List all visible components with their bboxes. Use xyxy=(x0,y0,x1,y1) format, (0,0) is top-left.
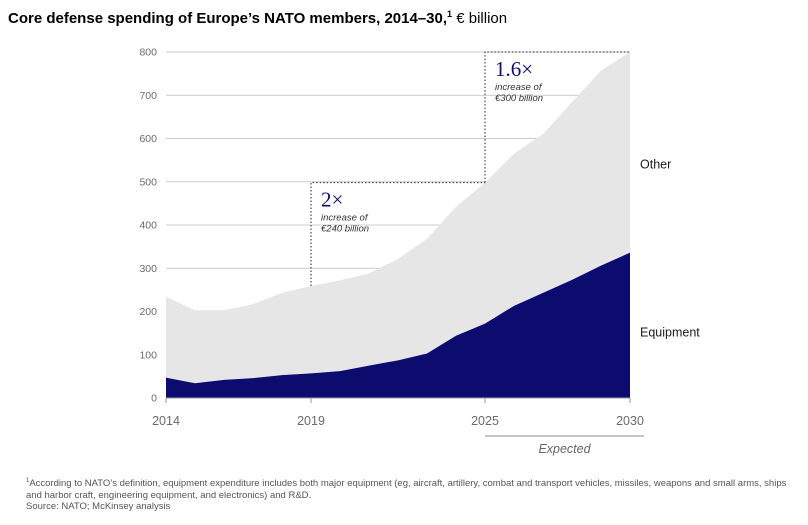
y-tick-label: 400 xyxy=(139,220,157,232)
series-label-other: Other xyxy=(640,157,671,171)
growth-text-line1: increase of xyxy=(321,213,369,224)
y-tick-label: 700 xyxy=(139,90,157,102)
title-footnote-ref: 1 xyxy=(447,9,453,19)
footnote-source: Source: NATO; McKinsey analysis xyxy=(26,501,171,513)
footnote-text: According to NATO’s definition, equipmen… xyxy=(26,478,787,501)
y-tick-label: 100 xyxy=(139,349,157,361)
footnote-marker: 1 xyxy=(26,478,30,484)
other-area xyxy=(166,52,630,384)
y-tick-label: 800 xyxy=(139,47,157,59)
growth-text-line2: €240 billion xyxy=(321,224,369,235)
x-tick-label: 2019 xyxy=(297,414,325,428)
expected-label: Expected xyxy=(538,442,591,456)
growth-multiple: 1.6× xyxy=(495,57,533,81)
y-tick-label: 500 xyxy=(139,176,157,188)
x-tick-label: 2014 xyxy=(152,414,180,428)
chart-title-unit: € billion xyxy=(452,10,508,27)
chart-title: Core defense spending of Europe’s NATO m… xyxy=(8,9,507,27)
x-tick-label: 2030 xyxy=(616,414,644,428)
chart-title-main: Core defense spending of Europe’s NATO m… xyxy=(8,10,448,27)
series-label-equipment: Equipment xyxy=(640,325,700,339)
y-tick-label: 200 xyxy=(139,306,157,318)
growth-text-line2: €300 billion xyxy=(495,93,543,104)
growth-multiple: 2× xyxy=(321,188,343,212)
x-tick-label: 2025 xyxy=(471,414,499,428)
footnote-definition: 1According to NATO’s definition, equipme… xyxy=(26,476,796,501)
equipment-area xyxy=(166,252,630,398)
growth-bracket xyxy=(484,51,630,183)
footnotes: 1According to NATO’s definition, equipme… xyxy=(26,476,796,513)
area-chart: 0 100 200 300 400 500 600 700 800 2014 2019 2025 203… xyxy=(139,47,700,457)
growth-text-line1: increase of xyxy=(495,82,543,93)
y-tick-label: 600 xyxy=(139,133,157,145)
y-tick-label: 0 xyxy=(151,393,157,405)
y-tick-label: 300 xyxy=(139,263,157,275)
